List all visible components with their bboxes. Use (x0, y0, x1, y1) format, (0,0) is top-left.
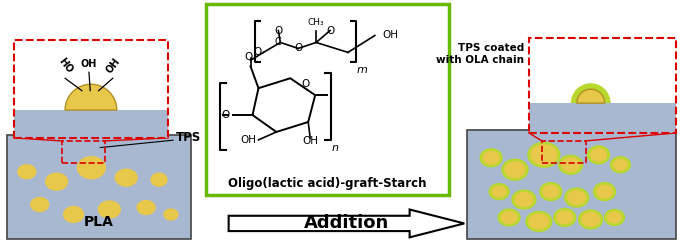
Ellipse shape (610, 157, 630, 173)
Ellipse shape (77, 157, 105, 179)
Text: O: O (301, 79, 310, 89)
Text: OH: OH (240, 135, 256, 145)
Bar (529, 38, 676, 133)
Ellipse shape (515, 193, 533, 207)
Bar (467, 130, 676, 239)
Bar (14, 40, 168, 138)
Ellipse shape (604, 209, 625, 225)
Text: HO: HO (56, 56, 74, 75)
Polygon shape (229, 209, 464, 237)
Wedge shape (65, 84, 116, 110)
Ellipse shape (480, 149, 502, 167)
Text: O: O (294, 43, 302, 53)
Text: Addition: Addition (304, 214, 389, 233)
Ellipse shape (582, 212, 599, 226)
Bar (14, 110, 168, 138)
Text: O: O (326, 25, 334, 36)
Text: TPS coated
with OLA chain: TPS coated with OLA chain (436, 43, 524, 65)
Ellipse shape (99, 201, 121, 218)
Ellipse shape (540, 183, 562, 201)
Ellipse shape (529, 214, 549, 229)
Wedge shape (571, 83, 610, 103)
Ellipse shape (18, 165, 36, 179)
Bar (529, 38, 676, 133)
Ellipse shape (492, 186, 506, 197)
Text: CH₃: CH₃ (308, 18, 325, 26)
Ellipse shape (553, 208, 575, 226)
Text: TPS: TPS (176, 131, 201, 144)
Text: O: O (245, 52, 253, 62)
Ellipse shape (151, 173, 167, 186)
Ellipse shape (614, 159, 627, 170)
Ellipse shape (608, 212, 621, 223)
Ellipse shape (531, 145, 557, 165)
Text: O: O (253, 47, 262, 57)
Ellipse shape (588, 146, 610, 164)
Ellipse shape (31, 197, 49, 211)
Ellipse shape (137, 201, 155, 214)
Ellipse shape (502, 159, 528, 180)
Text: PLA: PLA (84, 215, 114, 229)
Ellipse shape (505, 162, 525, 178)
Text: n: n (332, 143, 339, 153)
Text: O: O (221, 110, 229, 120)
Ellipse shape (559, 155, 583, 174)
Ellipse shape (483, 151, 499, 164)
Ellipse shape (568, 191, 586, 205)
Bar (529, 103, 676, 133)
Text: OH: OH (302, 136, 319, 146)
Polygon shape (253, 78, 315, 132)
Text: m: m (357, 65, 368, 75)
Ellipse shape (46, 173, 68, 190)
Ellipse shape (164, 209, 178, 220)
Bar (62, 141, 105, 163)
Bar (206, 4, 449, 195)
Text: OH: OH (383, 30, 399, 40)
Ellipse shape (562, 158, 580, 172)
Text: OH: OH (104, 56, 122, 75)
Ellipse shape (597, 185, 612, 198)
Wedge shape (577, 89, 605, 103)
Ellipse shape (64, 207, 84, 222)
Ellipse shape (512, 190, 536, 209)
Bar (542, 141, 586, 163)
Ellipse shape (498, 209, 520, 226)
Ellipse shape (528, 142, 560, 167)
Ellipse shape (579, 210, 603, 229)
Ellipse shape (564, 188, 588, 207)
Text: Oligo(lactic acid)-graft-Starch: Oligo(lactic acid)-graft-Starch (228, 177, 427, 190)
Text: O: O (274, 25, 282, 36)
Ellipse shape (489, 184, 509, 200)
Ellipse shape (590, 148, 606, 161)
Ellipse shape (543, 185, 559, 198)
Ellipse shape (501, 211, 517, 223)
Bar (14, 40, 168, 138)
Ellipse shape (594, 183, 615, 201)
Ellipse shape (557, 211, 573, 224)
Ellipse shape (526, 211, 552, 231)
Text: C: C (275, 37, 282, 48)
Ellipse shape (115, 169, 137, 186)
Text: OH: OH (81, 59, 97, 69)
Bar (7, 135, 191, 239)
